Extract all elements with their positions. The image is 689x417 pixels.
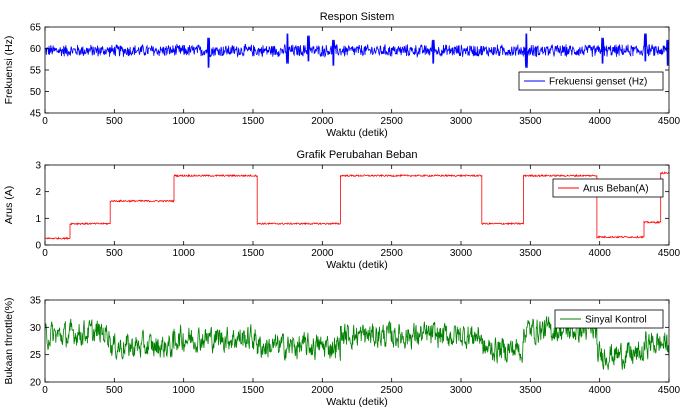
y-tick-label: 25 — [30, 350, 42, 361]
x-tick-label: 4500 — [658, 116, 681, 127]
y-tick-label: 55 — [30, 66, 42, 77]
x-tick-label: 4500 — [658, 385, 681, 396]
y-tick-label: 0 — [35, 241, 41, 252]
y-axis-label: Frekuensi (Hz) — [3, 36, 15, 105]
legend-label: Frekuensi genset (Hz) — [549, 77, 647, 88]
x-tick-label: 4500 — [658, 248, 681, 259]
y-tick-label: 30 — [30, 323, 42, 334]
legend-label: Sinyal Kontrol — [585, 315, 647, 326]
legend: Sinyal Kontrol — [554, 309, 664, 329]
chart-panel-3: 0 500 1000 1500 2000 2500 3000 3500 4000 4500 20 25… — [3, 296, 681, 409]
x-tick-label: 500 — [106, 116, 123, 127]
chart-title: Respon Sistem — [320, 11, 395, 23]
y-tick-label: 20 — [30, 378, 42, 389]
x-tick-label: 1000 — [173, 385, 196, 396]
x-tick-label: 4000 — [589, 248, 612, 259]
chart-panel-2: Grafik Perubahan Beban 0 500 1000 1500 2000 25… — [3, 149, 681, 271]
series-line-1 — [45, 171, 669, 241]
legend-box — [518, 71, 664, 91]
series-line-1 — [45, 33, 669, 68]
axes-box — [44, 299, 670, 383]
x-tick-label: 1500 — [242, 116, 265, 127]
legend-box — [554, 309, 664, 329]
x-tick-label: 3000 — [450, 385, 473, 396]
x-tick-label: 1500 — [242, 385, 265, 396]
x-tick-label: 500 — [106, 248, 123, 259]
x-tick-label: 3000 — [450, 248, 473, 259]
legend-label: Arus Beban(A) — [583, 184, 649, 195]
x-tick-label: 2000 — [311, 116, 334, 127]
y-tick-label: 35 — [30, 296, 42, 307]
x-tick-label: 3000 — [450, 116, 473, 127]
x-tick-label: 0 — [42, 385, 48, 396]
y-tick-label: 65 — [30, 23, 42, 34]
x-tick-label: 0 — [42, 116, 48, 127]
x-tick-label: 4000 — [589, 385, 612, 396]
x-tick-label: 1000 — [173, 116, 196, 127]
y-axis-label: Bukaan throttle(%) — [3, 298, 15, 385]
x-tick-label: 1000 — [173, 248, 196, 259]
axes-box — [44, 164, 670, 246]
x-tick-label: 0 — [42, 248, 48, 259]
legend: Arus Beban(A) — [552, 178, 664, 198]
x-tick-label: 3500 — [519, 248, 542, 259]
x-tick-label: 2500 — [381, 248, 404, 259]
y-tick-label: 2 — [35, 187, 41, 198]
x-tick-label: 2000 — [311, 248, 334, 259]
chart-panel-1: Respon Sistem 0 500 1000 1500 2000 2500 3000 350… — [3, 11, 681, 139]
y-tick-label: 45 — [30, 109, 42, 120]
y-tick-label: 50 — [30, 87, 42, 98]
legend: Frekuensi genset (Hz) — [518, 71, 664, 91]
x-axis-label: Waktu (detik) — [326, 259, 387, 271]
x-tick-label: 4000 — [589, 116, 612, 127]
axes-box — [44, 26, 670, 114]
legend-box — [552, 178, 664, 198]
x-tick-label: 3500 — [519, 116, 542, 127]
x-axis-label: Waktu (detik) — [326, 127, 387, 139]
chart-title: Grafik Perubahan Beban — [296, 149, 417, 161]
x-tick-label: 3500 — [519, 385, 542, 396]
y-tick-label: 60 — [30, 44, 42, 55]
x-tick-label: 2500 — [381, 116, 404, 127]
x-tick-label: 1500 — [242, 248, 265, 259]
y-tick-label: 1 — [35, 214, 41, 225]
x-axis-label: Waktu (detik) — [326, 396, 387, 408]
y-axis-label: Arus (A) — [3, 186, 15, 225]
x-tick-label: 2000 — [311, 385, 334, 396]
x-tick-label: 2500 — [381, 385, 404, 396]
x-tick-label: 500 — [106, 385, 123, 396]
y-tick-label: 3 — [35, 161, 41, 172]
